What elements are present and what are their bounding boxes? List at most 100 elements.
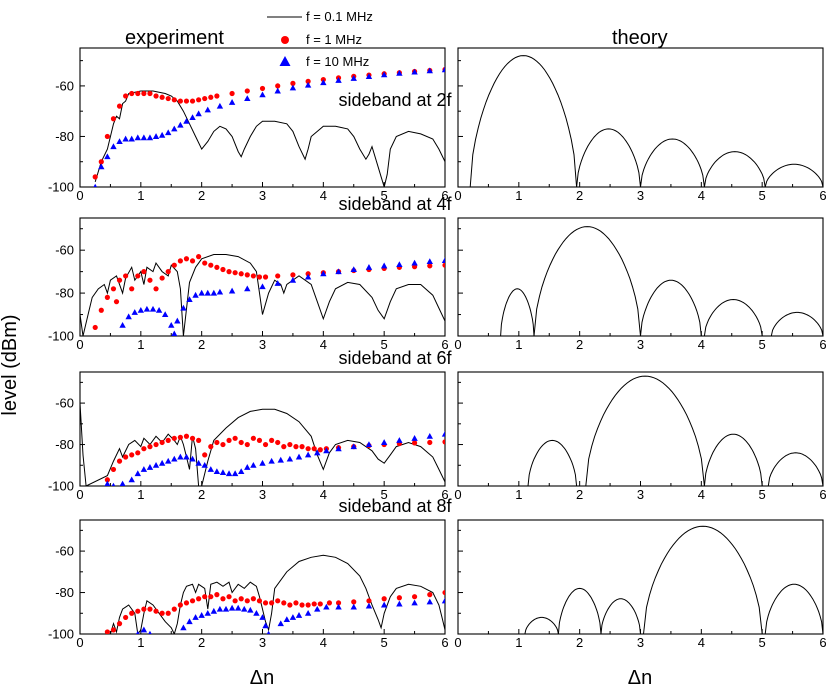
data-point-10mhz [165, 457, 172, 464]
x-tick-label: 5 [759, 487, 766, 502]
x-tick-label: 4 [320, 337, 327, 352]
data-point-1mhz [196, 437, 202, 443]
data-point-1mhz [104, 294, 110, 300]
data-point-10mhz [304, 609, 312, 616]
y-tick-label: -100 [48, 627, 74, 642]
data-point-1mhz [110, 627, 117, 633]
x-tick-label: 0 [76, 487, 83, 502]
y-tick-label: -60 [55, 243, 74, 258]
data-point-1mhz [275, 439, 281, 446]
panel-frame [457, 47, 824, 188]
data-point-1mhz [141, 90, 147, 97]
data-point-10mhz [177, 121, 184, 128]
x-tick-label: 1 [137, 487, 144, 502]
y-tick-label: -60 [55, 78, 74, 93]
data-point-1mhz [259, 85, 266, 92]
data-point-10mhz [247, 606, 254, 613]
data-point-1mhz [123, 93, 129, 99]
theory-lobe [524, 616, 559, 634]
data-point-10mhz [335, 445, 342, 452]
x-tick-label: 0 [454, 337, 461, 352]
theory-lobe [640, 279, 702, 336]
data-point-1mhz [305, 602, 311, 608]
data-point-1mhz [269, 600, 275, 606]
data-point-1mhz [171, 262, 177, 268]
x-tick-label: 2 [198, 487, 205, 502]
x-tick-label: 0 [454, 487, 461, 502]
data-point-1mhz [189, 598, 196, 604]
x-tick-label: 3 [637, 337, 644, 352]
data-point-10mhz [244, 95, 251, 102]
data-point-10mhz [225, 470, 233, 477]
x-tick-label: 4 [320, 635, 327, 650]
data-point-10mhz [210, 607, 218, 614]
data-point-10mhz [259, 459, 266, 466]
data-point-10mhz [180, 624, 187, 631]
data-point-10mhz [186, 618, 193, 625]
data-point-10mhz [380, 71, 388, 78]
data-point-1mhz [262, 274, 269, 280]
data-point-1mhz [244, 598, 250, 604]
data-point-1mhz [290, 80, 296, 86]
plot-area [92, 66, 445, 187]
data-point-1mhz [202, 594, 208, 600]
data-point-1mhz [269, 437, 275, 443]
data-point-10mhz [268, 457, 275, 464]
data-point-1mhz [153, 441, 159, 448]
data-point-10mhz [259, 91, 266, 98]
data-point-10mhz [128, 476, 135, 483]
panel-r2-theory: 0 1 2 3 4 5 6 [454, 371, 827, 502]
data-point-10mhz [140, 626, 148, 633]
plot-area [469, 55, 823, 187]
data-point-1mhz [287, 441, 293, 448]
data-point-1mhz [411, 594, 418, 600]
data-point-10mhz [335, 268, 342, 275]
data-point-1mhz [165, 95, 171, 102]
data-point-10mhz [198, 612, 205, 618]
data-point-10mhz [350, 266, 357, 272]
data-point-10mhz [411, 599, 418, 606]
data-point-1mhz [159, 275, 165, 281]
data-point-1mhz [208, 94, 214, 100]
x-tick-label: 1 [137, 188, 144, 203]
data-point-10mhz [171, 455, 178, 462]
data-point-1mhz [110, 116, 117, 122]
data-point-1mhz [214, 93, 220, 99]
data-point-1mhz [147, 90, 153, 97]
data-point-10mhz [314, 605, 321, 612]
data-point-1mhz [232, 598, 238, 604]
panel-r3-theory: 0 1 2 3 4 5 6 [454, 519, 827, 650]
y-tick-label: -100 [48, 479, 74, 494]
data-point-10mhz [304, 451, 312, 458]
data-point-1mhz [183, 98, 190, 104]
data-point-1mhz [250, 273, 256, 279]
data-point-1mhz [220, 596, 226, 602]
x-tick-label: 6 [441, 487, 448, 502]
data-point-10mhz [365, 602, 373, 609]
data-point-1mhz [214, 439, 220, 446]
x-tick-label: 1 [515, 487, 522, 502]
data-point-1mhz [177, 98, 183, 104]
data-point-10mhz [213, 468, 221, 474]
x-tick-label: 6 [441, 337, 448, 352]
theory-lobe [703, 298, 763, 336]
data-point-10mhz [228, 287, 236, 294]
data-point-10mhz [396, 261, 403, 268]
theory-lobe [469, 55, 578, 187]
series-line-0-1mhz [94, 90, 445, 187]
x-tick-label: 3 [259, 635, 266, 650]
data-point-10mhz [93, 183, 98, 187]
data-point-1mhz [116, 458, 123, 464]
data-point-1mhz [183, 600, 190, 606]
data-point-1mhz [104, 629, 110, 634]
theory-lobe [557, 587, 602, 634]
x-tick-label: 3 [259, 188, 266, 203]
data-point-10mhz [210, 289, 218, 296]
data-point-10mhz [155, 306, 163, 313]
data-point-1mhz [238, 596, 244, 602]
data-point-10mhz [426, 598, 433, 605]
data-point-1mhz [159, 439, 165, 446]
x-tick-label: 1 [515, 337, 522, 352]
